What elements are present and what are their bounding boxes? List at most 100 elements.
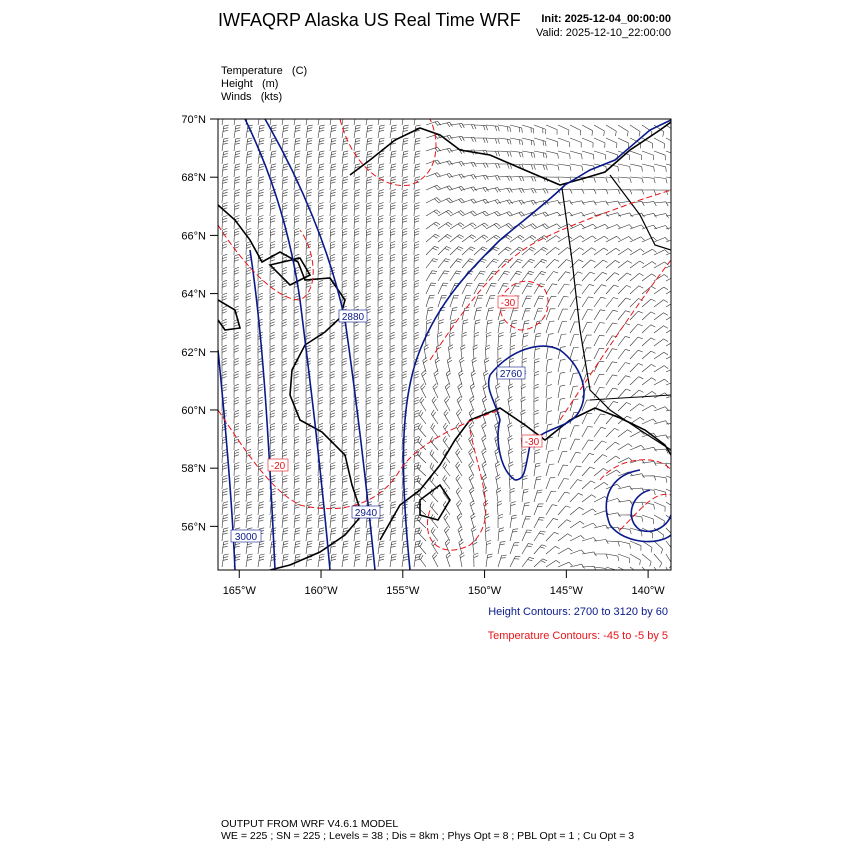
wind-barb bbox=[473, 332, 480, 347]
wind-barb bbox=[389, 410, 396, 425]
wind-barb bbox=[521, 295, 532, 308]
wind-barb bbox=[233, 305, 239, 321]
wind-barb bbox=[281, 318, 287, 333]
wind-barb bbox=[617, 272, 632, 282]
wind-barb bbox=[245, 292, 251, 308]
wind-barb bbox=[468, 422, 475, 438]
wind-barb bbox=[497, 187, 513, 193]
wind-barb bbox=[617, 485, 633, 491]
wind-barb bbox=[293, 344, 299, 359]
wind-barb bbox=[593, 347, 605, 360]
wind-barb bbox=[605, 441, 620, 451]
wind-barb bbox=[557, 533, 572, 542]
wind-barb bbox=[341, 527, 349, 542]
wind-barb bbox=[317, 514, 325, 529]
wind-barb bbox=[341, 292, 347, 308]
wind-barb bbox=[545, 560, 561, 568]
wind-barb bbox=[281, 383, 287, 399]
wind-barb bbox=[557, 519, 572, 529]
island bbox=[268, 257, 312, 286]
wind-barb bbox=[257, 449, 264, 464]
wind-barb bbox=[569, 283, 582, 295]
wind-barb bbox=[653, 553, 663, 568]
wind-barb bbox=[461, 319, 469, 334]
wind-barb bbox=[317, 553, 325, 568]
wind-barb bbox=[353, 331, 359, 346]
wind-barb bbox=[341, 396, 347, 412]
wind-barb bbox=[653, 406, 669, 412]
wind-barb bbox=[641, 377, 657, 386]
wind-barb bbox=[389, 357, 395, 372]
wind-barb bbox=[665, 488, 671, 492]
wind-barb bbox=[509, 487, 515, 502]
temperature-contour bbox=[429, 189, 671, 361]
wind-barb bbox=[455, 474, 463, 490]
wind-barb bbox=[245, 331, 251, 346]
wind-barb bbox=[629, 349, 643, 360]
wind-barb bbox=[377, 202, 384, 217]
wind-barb bbox=[545, 532, 560, 542]
wind-barb bbox=[317, 423, 324, 438]
wind-barb bbox=[353, 449, 360, 464]
wind-barb bbox=[641, 248, 657, 256]
wind-barb bbox=[317, 124, 325, 139]
wind-barb bbox=[629, 445, 645, 451]
wind-barb bbox=[509, 307, 519, 321]
wind-barb bbox=[605, 137, 618, 149]
wind-barb bbox=[413, 292, 419, 308]
island bbox=[419, 483, 451, 521]
wind-barb bbox=[281, 228, 288, 243]
wind-barb bbox=[533, 371, 540, 386]
wind-barb bbox=[653, 351, 669, 360]
wind-barb bbox=[533, 396, 539, 412]
label-box bbox=[521, 434, 543, 448]
wind-barb bbox=[557, 346, 566, 360]
wind-barb bbox=[245, 176, 253, 191]
wind-barb bbox=[593, 212, 609, 217]
wind-barb bbox=[437, 197, 453, 204]
wind-barb bbox=[269, 501, 276, 516]
wind-barb bbox=[389, 383, 395, 399]
wind-barb bbox=[581, 321, 593, 334]
wind-barb bbox=[281, 370, 287, 385]
wind-barb bbox=[557, 235, 573, 243]
wind-barb bbox=[581, 235, 597, 243]
wind-barb bbox=[437, 331, 443, 347]
wind-barb bbox=[581, 296, 594, 308]
wind-barb bbox=[461, 295, 472, 308]
wind-barb bbox=[353, 267, 360, 282]
wind-barb bbox=[389, 501, 396, 516]
wind-barb bbox=[442, 462, 451, 477]
wind-barb bbox=[433, 370, 439, 386]
wind-barb bbox=[469, 383, 476, 399]
wind-barb bbox=[353, 436, 360, 451]
wind-barb bbox=[449, 319, 456, 334]
wind-barb bbox=[233, 501, 240, 516]
wind-barb bbox=[617, 163, 631, 172]
wind-barb bbox=[389, 189, 396, 204]
wind-barb bbox=[329, 462, 336, 477]
wind-barb bbox=[281, 357, 287, 372]
height-label: 2880 bbox=[342, 312, 365, 323]
wind-barb bbox=[377, 488, 384, 503]
wind-barb bbox=[483, 370, 489, 386]
wind-barb bbox=[257, 436, 264, 451]
wind-barb bbox=[509, 150, 524, 158]
lat-tick-label: 70°N bbox=[181, 114, 206, 126]
wind-barb bbox=[269, 553, 277, 568]
wind-barb bbox=[389, 267, 396, 282]
wind-barb bbox=[521, 543, 534, 555]
wind-barb bbox=[629, 323, 643, 334]
wind-barb bbox=[485, 295, 496, 308]
wind-barb bbox=[365, 189, 372, 204]
wind-barb bbox=[456, 513, 463, 529]
wind-barb bbox=[629, 487, 645, 493]
wind-barb bbox=[557, 124, 570, 136]
wind-barb bbox=[641, 540, 653, 553]
wind-barb bbox=[509, 332, 517, 347]
wind-barb bbox=[665, 137, 671, 142]
wind-barb bbox=[665, 527, 671, 534]
wind-barb bbox=[461, 258, 475, 269]
wind-barb bbox=[653, 137, 665, 149]
plot-frame bbox=[217, 118, 672, 571]
